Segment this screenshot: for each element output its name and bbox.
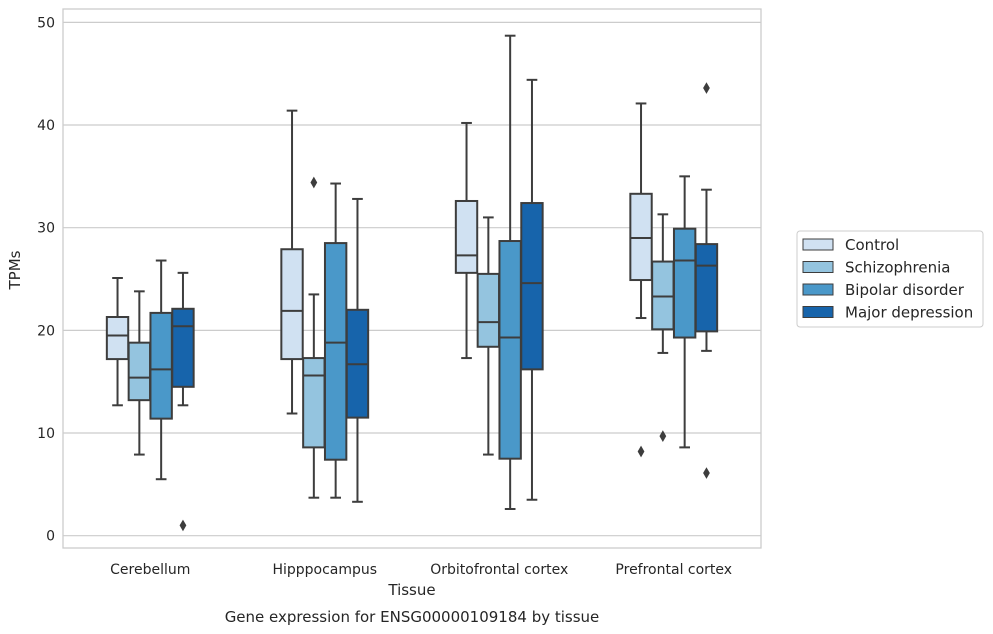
box-orbitofrontal-cortex-major-depression-iqr xyxy=(520,202,544,371)
box-orbitofrontal-cortex-major-depression xyxy=(520,78,544,501)
plot-frame xyxy=(62,8,762,549)
box-cerebellum-control xyxy=(105,276,130,407)
y-tick-labels: 0 10 20 30 40 50 xyxy=(37,15,55,544)
legend-swatch-major-depression xyxy=(802,306,834,318)
x-tick-label-hipppocampus: Hipppocampus xyxy=(272,562,377,578)
box-prefrontal-cortex-major-depression-outlier-0 xyxy=(703,82,710,94)
box-prefrontal-cortex-bipolar-disorder-iqr xyxy=(672,227,697,339)
box-prefrontal-cortex-schizophrenia-outlier-0 xyxy=(659,430,667,442)
box-prefrontal-cortex-schizophrenia xyxy=(651,213,675,442)
box-prefrontal-cortex-control-iqr xyxy=(629,192,653,282)
legend-label-bipolar-disorder: Bipolar disorder xyxy=(845,281,965,299)
legend-label-schizophrenia: Schizophrenia xyxy=(845,259,950,277)
box-cerebellum-schizophrenia xyxy=(127,290,152,456)
y-tick-label-40: 40 xyxy=(37,118,55,134)
box-hipppocampus-bipolar-disorder xyxy=(323,182,348,499)
box-cerebellum-major-depression-outlier-0 xyxy=(179,519,187,532)
box-prefrontal-cortex-major-depression xyxy=(694,82,719,479)
legend-label-control: Control xyxy=(845,236,899,254)
legend-frame xyxy=(796,230,984,328)
box-prefrontal-cortex-bipolar-disorder xyxy=(672,175,697,449)
box-prefrontal-cortex-schizophrenia-iqr xyxy=(651,260,675,331)
x-axis-label: Tissue xyxy=(387,581,435,599)
box-prefrontal-cortex-major-depression-iqr xyxy=(694,243,719,333)
box-prefrontal-cortex-control xyxy=(629,102,653,458)
y-tick-label-50: 50 xyxy=(37,15,55,31)
box-hipppocampus-bipolar-disorder-iqr xyxy=(323,242,348,461)
box-cerebellum-schizophrenia-iqr xyxy=(127,341,152,402)
x-tick-label-cerebellum: Cerebellum xyxy=(110,562,190,578)
box-hipppocampus-schizophrenia-iqr xyxy=(302,357,326,449)
box-orbitofrontal-cortex-schizophrenia-iqr xyxy=(476,272,501,348)
y-tick-label-10: 10 xyxy=(37,426,55,442)
box-cerebellum-control-iqr xyxy=(105,316,130,361)
box-cerebellum-major-depression-iqr xyxy=(171,307,195,388)
x-tick-labels: Cerebellum Hipppocampus Orbitofrontal cort… xyxy=(110,562,732,578)
box-hipppocampus-control-iqr xyxy=(280,248,304,361)
box-orbitofrontal-cortex-bipolar-disorder xyxy=(498,34,522,510)
box-hipppocampus-control xyxy=(280,109,304,415)
box-cerebellum-bipolar-disorder-iqr xyxy=(149,311,173,420)
legend-swatch-bipolar-disorder xyxy=(802,283,834,296)
y-axis-label: TPMs xyxy=(6,250,24,290)
box-orbitofrontal-cortex-bipolar-disorder-iqr xyxy=(498,240,522,460)
box-hipppocampus-major-depression xyxy=(345,197,370,503)
x-tick-label-orbitofrontal-cortex: Orbitofrontal cortex xyxy=(430,562,568,578)
box-prefrontal-cortex-control-outlier-0 xyxy=(637,445,645,458)
box-hipppocampus-schizophrenia-outlier-0 xyxy=(310,176,318,189)
x-tick-label-prefrontal-cortex: Prefrontal cortex xyxy=(615,562,732,578)
y-tick-label-0: 0 xyxy=(46,529,55,545)
legend-swatch-control xyxy=(802,238,834,251)
box-prefrontal-cortex-major-depression-outlier-1 xyxy=(703,467,710,479)
box-groups xyxy=(105,34,719,532)
legend-label-major-depression: Major depression xyxy=(845,304,973,322)
legend: Control Schizophrenia Bipolar disorder Majo… xyxy=(796,230,984,328)
chart-title: Gene expression for ENSG00000109184 by t… xyxy=(225,608,600,626)
box-cerebellum-major-depression xyxy=(171,271,195,532)
y-tick-label-20: 20 xyxy=(37,323,55,339)
box-orbitofrontal-cortex-control-iqr xyxy=(454,199,479,274)
box-orbitofrontal-cortex-schizophrenia xyxy=(476,216,501,456)
box-hipppocampus-schizophrenia xyxy=(302,176,326,499)
y-tick-label-30: 30 xyxy=(37,221,55,237)
box-orbitofrontal-cortex-control xyxy=(454,121,479,360)
legend-swatch-schizophrenia xyxy=(802,261,834,273)
box-cerebellum-bipolar-disorder xyxy=(149,259,173,481)
